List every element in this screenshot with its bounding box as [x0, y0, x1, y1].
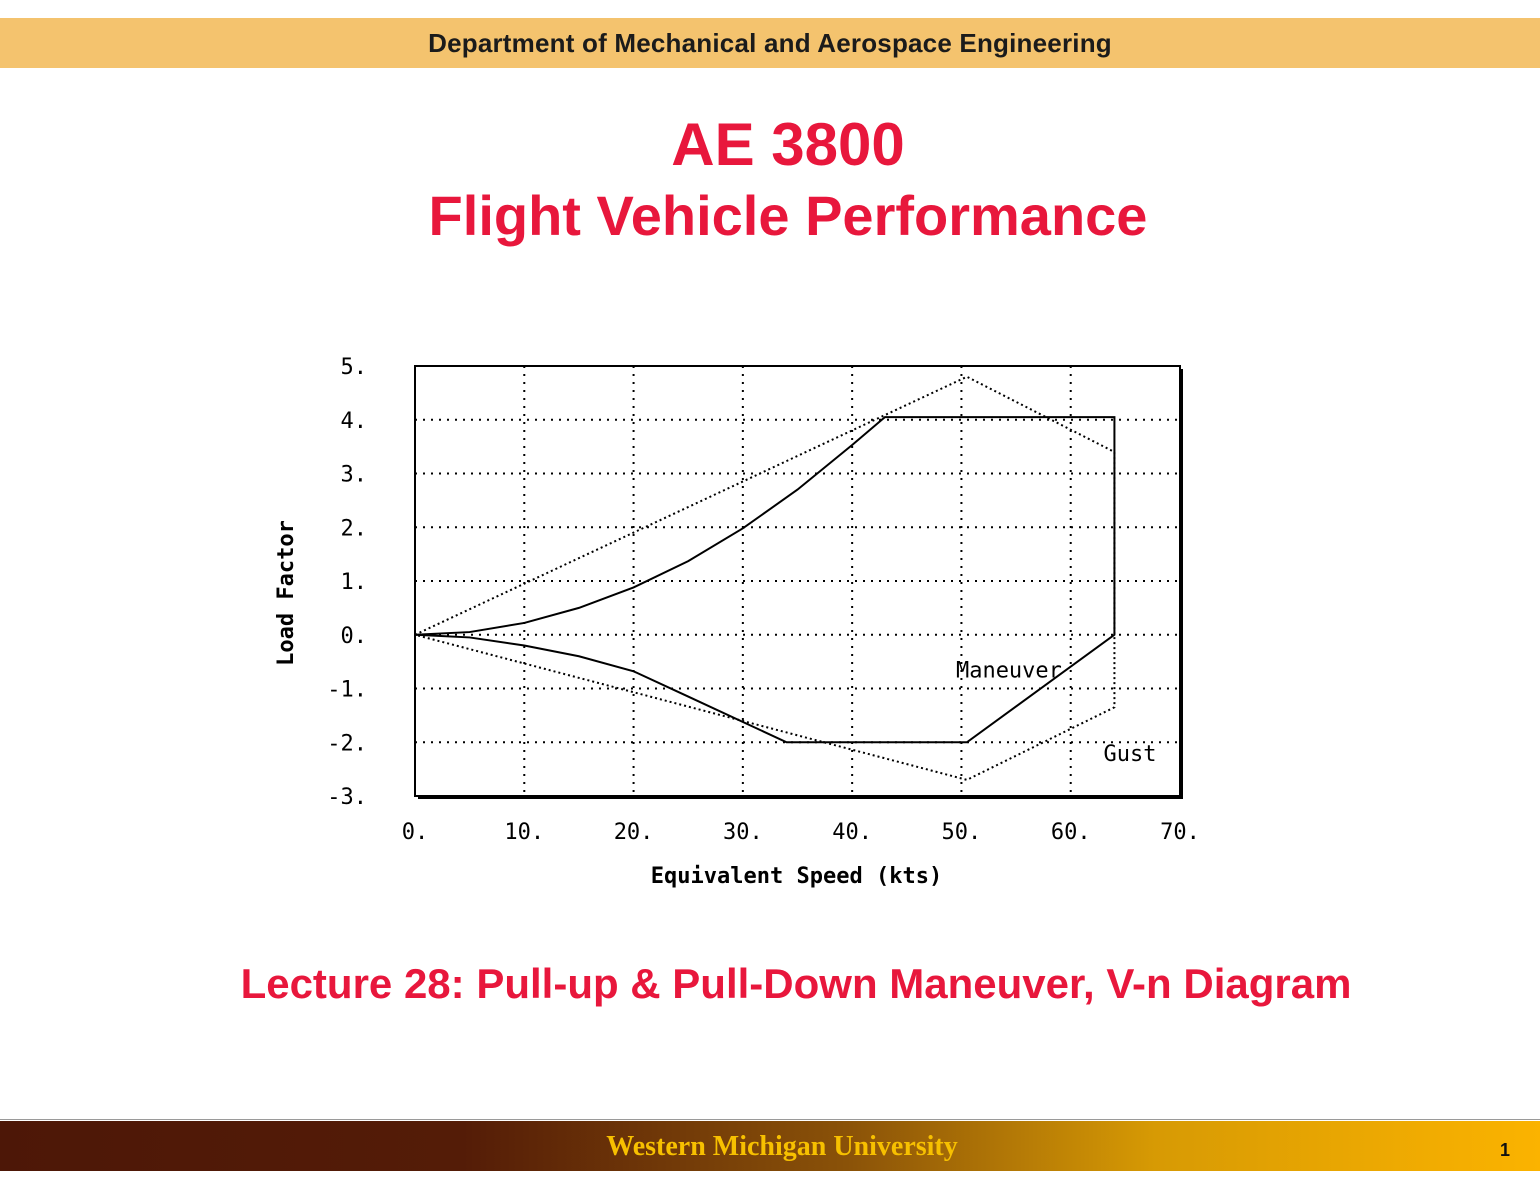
y-axis-label: Load Factor	[274, 520, 299, 666]
course-code: AE 3800	[671, 111, 905, 178]
footer-band	[0, 1121, 1540, 1171]
y-tick-label: 2.	[341, 516, 368, 541]
annotation-gust: Gust	[1104, 742, 1157, 767]
y-tick-label: 5.	[341, 355, 368, 380]
vn-chart-svg: 0. 10. 20. 30. 40. 50. 60. 70. 5. 4. 3. 2. 1. 0. -1. -2…	[274, 355, 1200, 889]
slide-title: AE 3800 Flight Vehicle Performance	[0, 110, 1540, 252]
university-name: Western Michigan University	[606, 1131, 958, 1162]
footer-divider	[0, 1119, 1540, 1120]
x-tick-label: 70.	[1160, 820, 1200, 845]
y-tick-label: 0.	[341, 624, 368, 649]
annotation-maneuver: Maneuver	[956, 659, 1062, 684]
x-tick-label: 40.	[832, 820, 872, 845]
x-tick-label: 60.	[1051, 820, 1091, 845]
y-tick-label: 4.	[341, 409, 368, 434]
x-tick-label: 10.	[504, 820, 544, 845]
header-band: Department of Mechanical and Aerospace E…	[0, 18, 1540, 68]
plot-area	[414, 365, 1181, 797]
x-axis-label: Equivalent Speed (kts)	[651, 864, 942, 889]
x-tick-label: 20.	[614, 820, 654, 845]
x-tick-label: 30.	[723, 820, 763, 845]
page-number: 1	[1500, 1140, 1511, 1160]
y-tick-label: -1.	[327, 678, 367, 703]
department-name: Department of Mechanical and Aerospace E…	[428, 27, 1112, 58]
x-tick-label: 0.	[402, 820, 429, 845]
y-tick-label: -3.	[327, 785, 367, 810]
lecture-title: Lecture 28: Pull-up & Pull-Down Maneuver…	[240, 960, 1352, 1007]
y-tick-label: 1.	[341, 570, 368, 595]
x-tick-label: 50.	[942, 820, 982, 845]
series-maneuver	[414, 416, 1116, 744]
y-tick-label: 3.	[341, 463, 368, 488]
y-tick-label: -2.	[327, 731, 367, 756]
vn-diagram: 0. 10. 20. 30. 40. 50. 60. 70. 5. 4. 3. 2. 1. 0. -1. -2…	[250, 340, 1230, 910]
course-name: Flight Vehicle Performance	[428, 184, 1148, 247]
